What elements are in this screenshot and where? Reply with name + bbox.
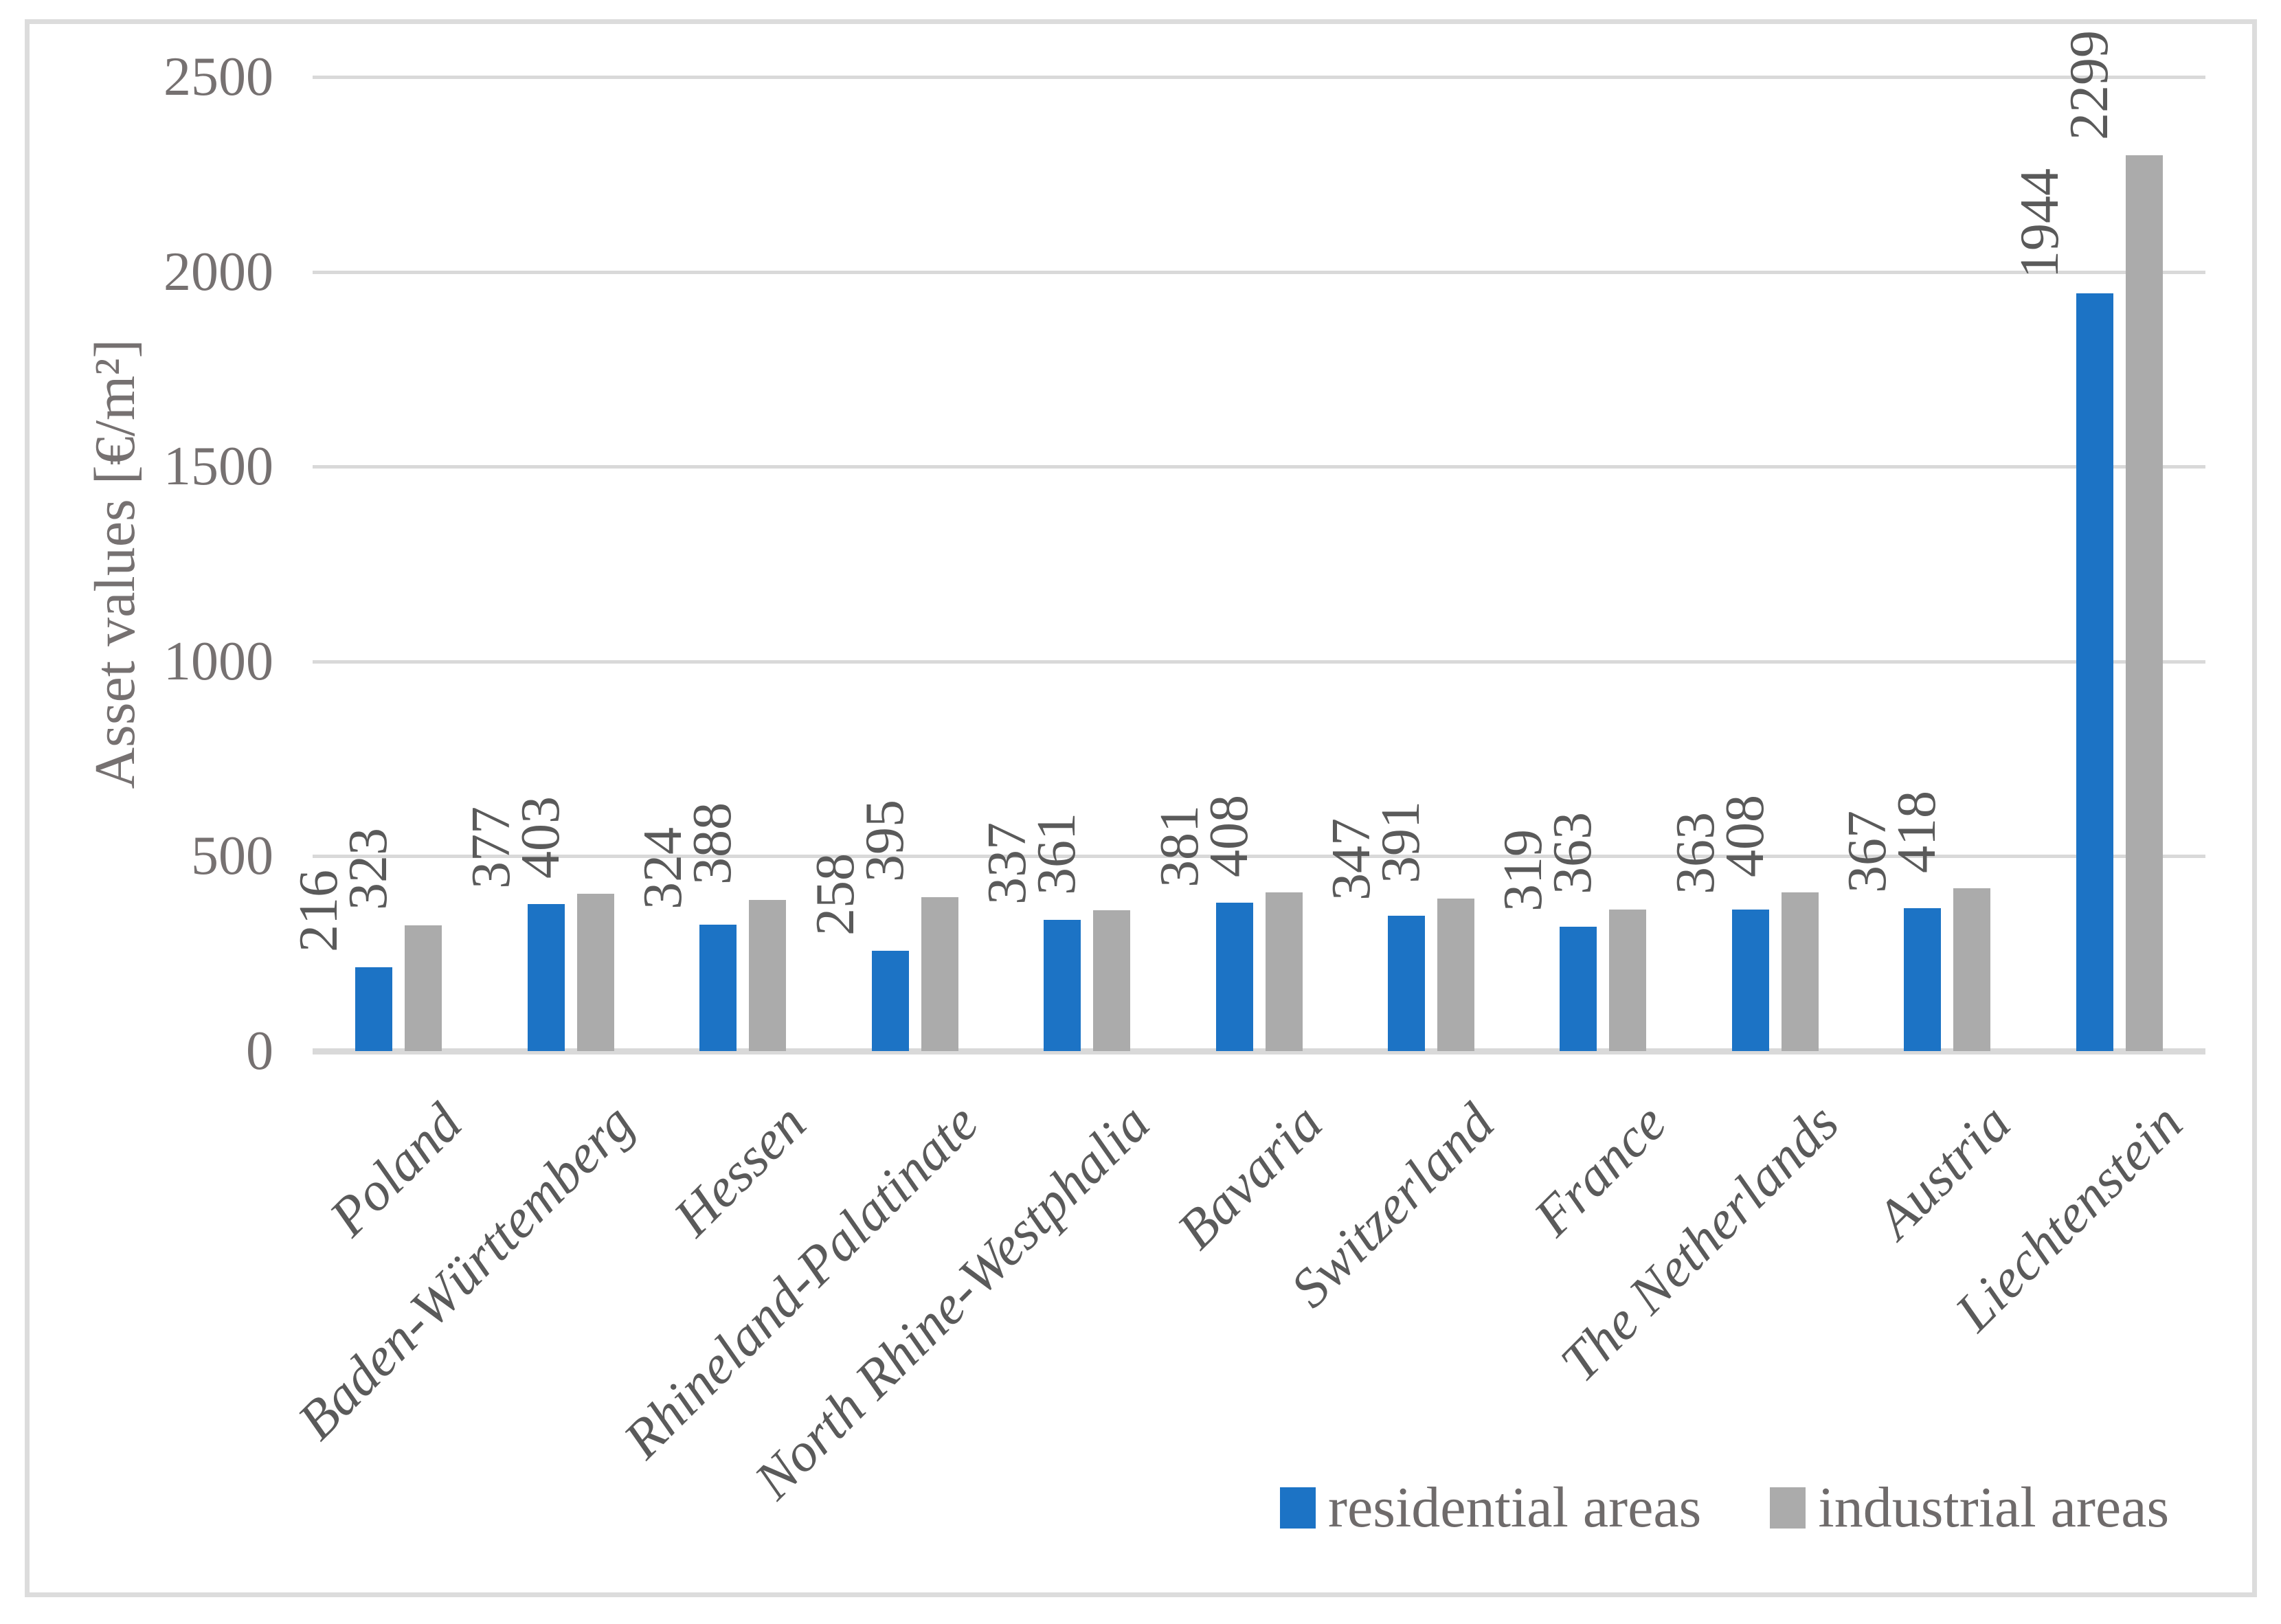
bar-value-label-industrial-4: 361 bbox=[1026, 813, 1088, 896]
gridline-1000 bbox=[313, 659, 2205, 664]
bar-residential-5 bbox=[1215, 902, 1253, 1051]
bar-industrial-8 bbox=[1781, 892, 1819, 1051]
y-tick-label-2500: 2500 bbox=[164, 47, 273, 107]
bar-residential-2 bbox=[699, 925, 737, 1051]
bar-industrial-2 bbox=[749, 899, 787, 1051]
bar-value-label-industrial-8: 408 bbox=[1714, 794, 1775, 877]
bar-residential-1 bbox=[527, 904, 565, 1051]
bar-value-label-industrial-7: 363 bbox=[1542, 812, 1604, 895]
gridline-500 bbox=[313, 855, 2205, 859]
bar-industrial-1 bbox=[576, 894, 614, 1051]
bar-residential-8 bbox=[1731, 910, 1769, 1051]
bar-value-label-industrial-2: 388 bbox=[682, 802, 743, 885]
legend-swatch-industrial bbox=[1770, 1487, 1806, 1529]
bar-residential-6 bbox=[1387, 916, 1425, 1051]
bar-value-label-industrial-5: 408 bbox=[1198, 794, 1259, 877]
bar-industrial-4 bbox=[1093, 910, 1131, 1051]
bar-value-label-industrial-9: 418 bbox=[1887, 790, 1948, 873]
bar-value-label-industrial-0: 323 bbox=[338, 827, 399, 910]
y-axis-title: Asset values [€/m²] bbox=[83, 339, 147, 789]
legend: residential areas industrial areas bbox=[1280, 1477, 2169, 1539]
bar-residential-9 bbox=[1904, 907, 1942, 1051]
gridline-1500 bbox=[313, 465, 2205, 469]
y-tick-label-0: 0 bbox=[246, 1021, 273, 1081]
bar-residential-10 bbox=[2076, 293, 2113, 1051]
gridline-2000 bbox=[313, 270, 2205, 274]
bar-industrial-6 bbox=[1437, 899, 1474, 1051]
bar-industrial-10 bbox=[2125, 155, 2163, 1051]
category-label-4: North Rhine-Westphalia bbox=[589, 1093, 1162, 1511]
bar-residential-7 bbox=[1560, 927, 1597, 1051]
bar-industrial-3 bbox=[921, 896, 958, 1051]
category-label-10: Liechtenstein bbox=[1859, 1093, 2194, 1343]
bar-industrial-7 bbox=[1609, 910, 1647, 1051]
bar-value-label-industrial-10: 2299 bbox=[2058, 30, 2120, 141]
legend-item-industrial: industrial areas bbox=[1770, 1477, 2169, 1539]
legend-swatch-residential bbox=[1280, 1487, 1316, 1529]
y-tick-label-2000: 2000 bbox=[164, 241, 273, 302]
bar-value-label-industrial-6: 391 bbox=[1370, 801, 1431, 884]
plot-area: 216 323 377 403 324 388 258 395 337 361 381 408 347 3… bbox=[289, 30, 2205, 1055]
legend-label-residential: residential areas bbox=[1328, 1476, 1702, 1540]
category-label-8: The Netherlands bbox=[1443, 1093, 1850, 1394]
bar-industrial-0 bbox=[405, 925, 442, 1051]
y-tick-label-500: 500 bbox=[191, 826, 273, 887]
legend-label-industrial: industrial areas bbox=[1818, 1476, 2170, 1540]
category-label-6: Switzerland bbox=[1204, 1093, 1505, 1319]
gridline-2500 bbox=[313, 76, 2205, 79]
bar-residential-0 bbox=[355, 967, 393, 1051]
bar-value-label-industrial-1: 403 bbox=[510, 796, 571, 879]
bar-industrial-5 bbox=[1265, 892, 1303, 1051]
legend-item-residential: residential areas bbox=[1280, 1477, 1701, 1539]
x-axis-line bbox=[313, 1048, 2205, 1055]
figure-border bbox=[25, 19, 2257, 1597]
bar-residential-3 bbox=[871, 950, 909, 1051]
y-tick-label-1500: 1500 bbox=[164, 436, 273, 497]
bar-value-label-residential-10: 1944 bbox=[2009, 168, 2070, 279]
y-tick-label-1000: 1000 bbox=[164, 631, 273, 692]
bar-industrial-9 bbox=[1953, 888, 1991, 1051]
bar-residential-4 bbox=[1044, 919, 1081, 1051]
bar-value-label-industrial-3: 395 bbox=[854, 799, 915, 882]
